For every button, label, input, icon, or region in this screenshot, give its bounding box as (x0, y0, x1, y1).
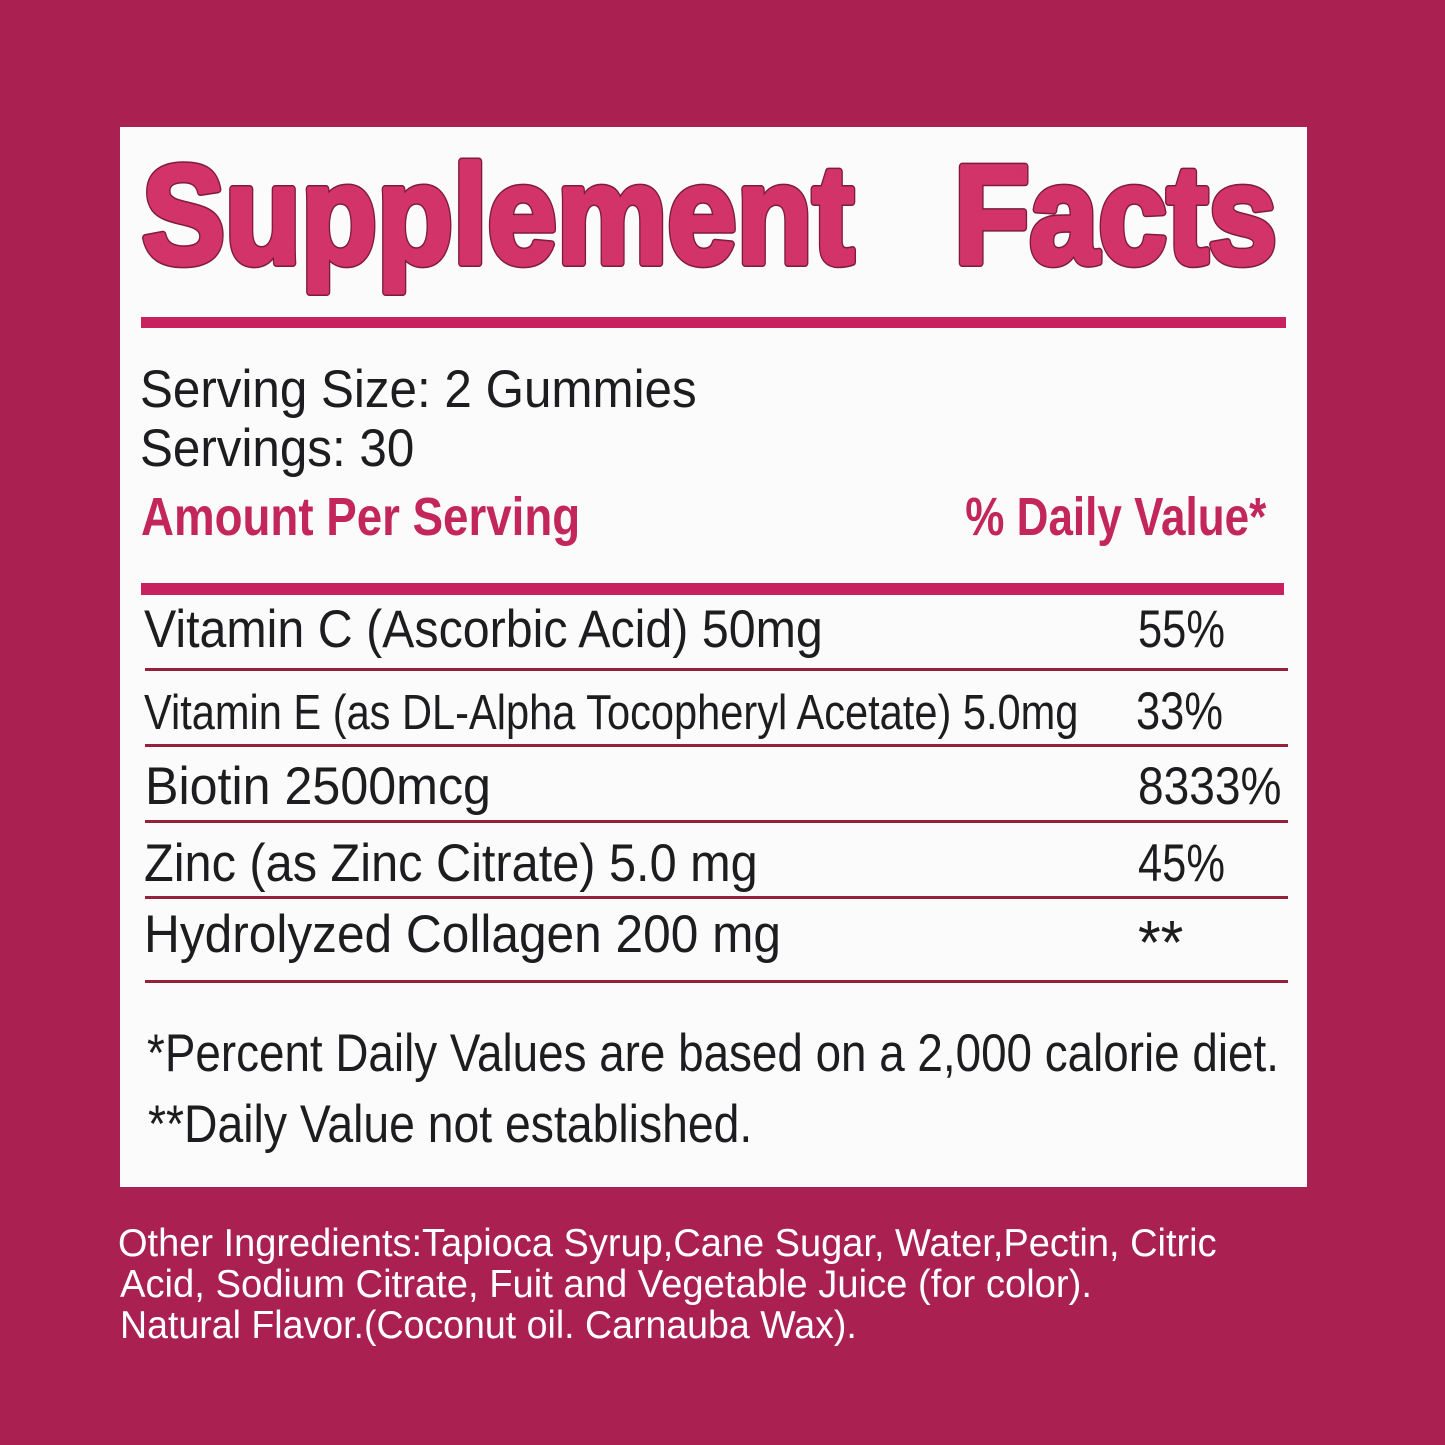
svg-text:Facts: Facts (954, 136, 1277, 293)
svg-text:Facts: Facts (954, 136, 1277, 293)
svg-text:Supplement: Supplement (142, 136, 854, 293)
svg-text:Supplement: Supplement (142, 136, 854, 293)
